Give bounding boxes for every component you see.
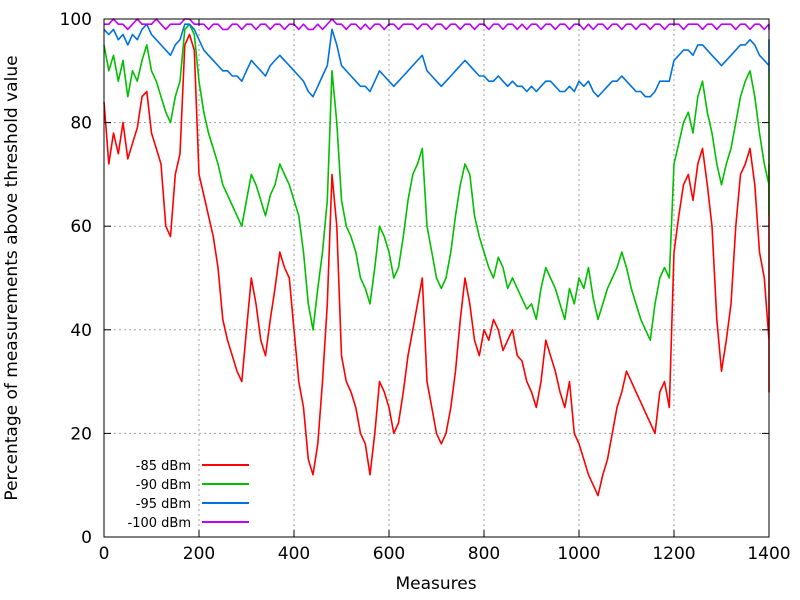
x-tick-label: 1000: [557, 544, 600, 564]
y-tick-label: 0: [81, 528, 92, 548]
x-tick-label: 200: [183, 544, 215, 564]
x-tick-label: 1400: [747, 544, 790, 564]
legend-label: -85 dBm: [136, 459, 191, 474]
series-line-4: [104, 18, 770, 31]
x-axis-title: Measures: [395, 574, 476, 594]
legend-label: -90 dBm: [136, 478, 191, 493]
y-tick-label: 100: [60, 10, 92, 30]
series-line-3: [103, 23, 770, 98]
x-tick-labels: 0 200 400 600 800 1000 1200 1400: [99, 544, 791, 564]
legend-label: -95 dBm: [136, 497, 191, 512]
x-tick-label: 0: [99, 544, 110, 564]
grid: [104, 19, 769, 537]
series-line-2: [103, 23, 770, 342]
y-tick-label: 60: [70, 217, 92, 237]
x-tick-label: 1200: [652, 544, 695, 564]
y-tick-label: 80: [70, 114, 92, 134]
legend: -85 dBm -90 dBm -95 dBm -100 dBm: [128, 459, 249, 531]
legend-label: -100 dBm: [128, 516, 191, 531]
x-tick-label: 400: [278, 544, 310, 564]
y-axis-title: Percentage of measurements above thresho…: [2, 55, 22, 500]
series-lines: [103, 18, 770, 497]
y-tick-label: 20: [70, 424, 92, 444]
y-tick-label: 40: [70, 321, 92, 341]
y-tick-labels: 0 20 40 60 80 100: [60, 10, 92, 548]
x-tick-label: 600: [373, 544, 405, 564]
axis-ticks: [103, 18, 770, 538]
x-tick-label: 800: [468, 544, 500, 564]
plot-frame: [103, 18, 770, 538]
